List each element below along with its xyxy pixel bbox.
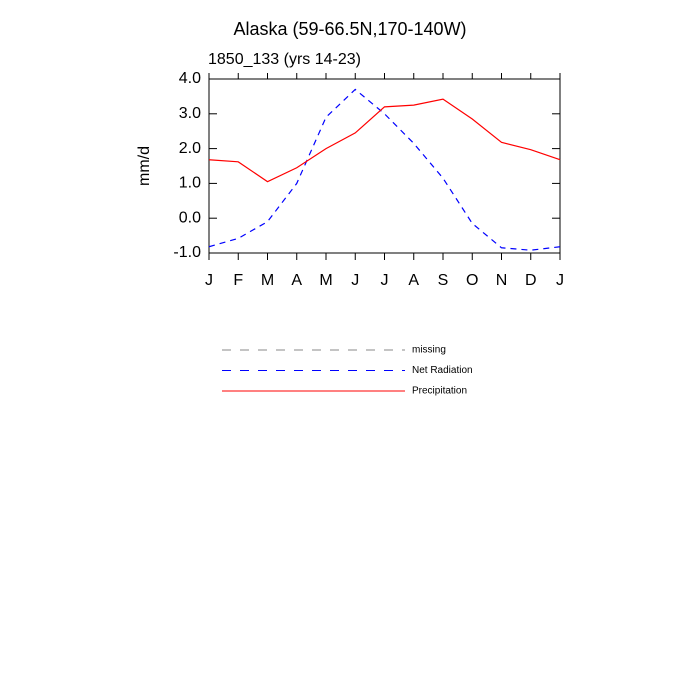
y-tick-label: 0.0 [179,209,201,226]
y-tick-label: -1.0 [173,244,201,261]
x-tick-label: N [496,272,508,289]
data-line [208,98,561,183]
x-tick-label: J [556,272,564,289]
x-tick-label: J [205,272,213,289]
y-tick-label: 1.0 [179,175,201,192]
y-axis-label: mm/d [136,146,153,186]
x-tick-label: D [525,272,537,289]
x-tick-label: J [351,272,359,289]
x-tick-label: S [438,272,449,289]
legend-label: Precipitation [412,386,467,397]
chart-title: Alaska (59-66.5N,170-140W) [233,19,466,39]
x-tick-label: A [291,272,302,289]
y-tick-label: 3.0 [179,105,201,122]
x-tick-label: J [381,272,389,289]
x-tick-label: M [261,272,274,289]
plot-frame [208,78,561,254]
legend-label: Net Radiation [412,365,473,376]
x-tick-label: M [319,272,332,289]
x-tick-label: O [466,272,478,289]
x-tick-label: F [233,272,243,289]
data-line [208,88,561,251]
chart-subtitle: 1850_133 (yrs 14-23) [208,51,361,68]
legend-label: missing [412,345,446,356]
y-tick-label: 4.0 [179,70,201,87]
x-tick-label: A [408,272,419,289]
y-tick-label: 2.0 [179,140,201,157]
